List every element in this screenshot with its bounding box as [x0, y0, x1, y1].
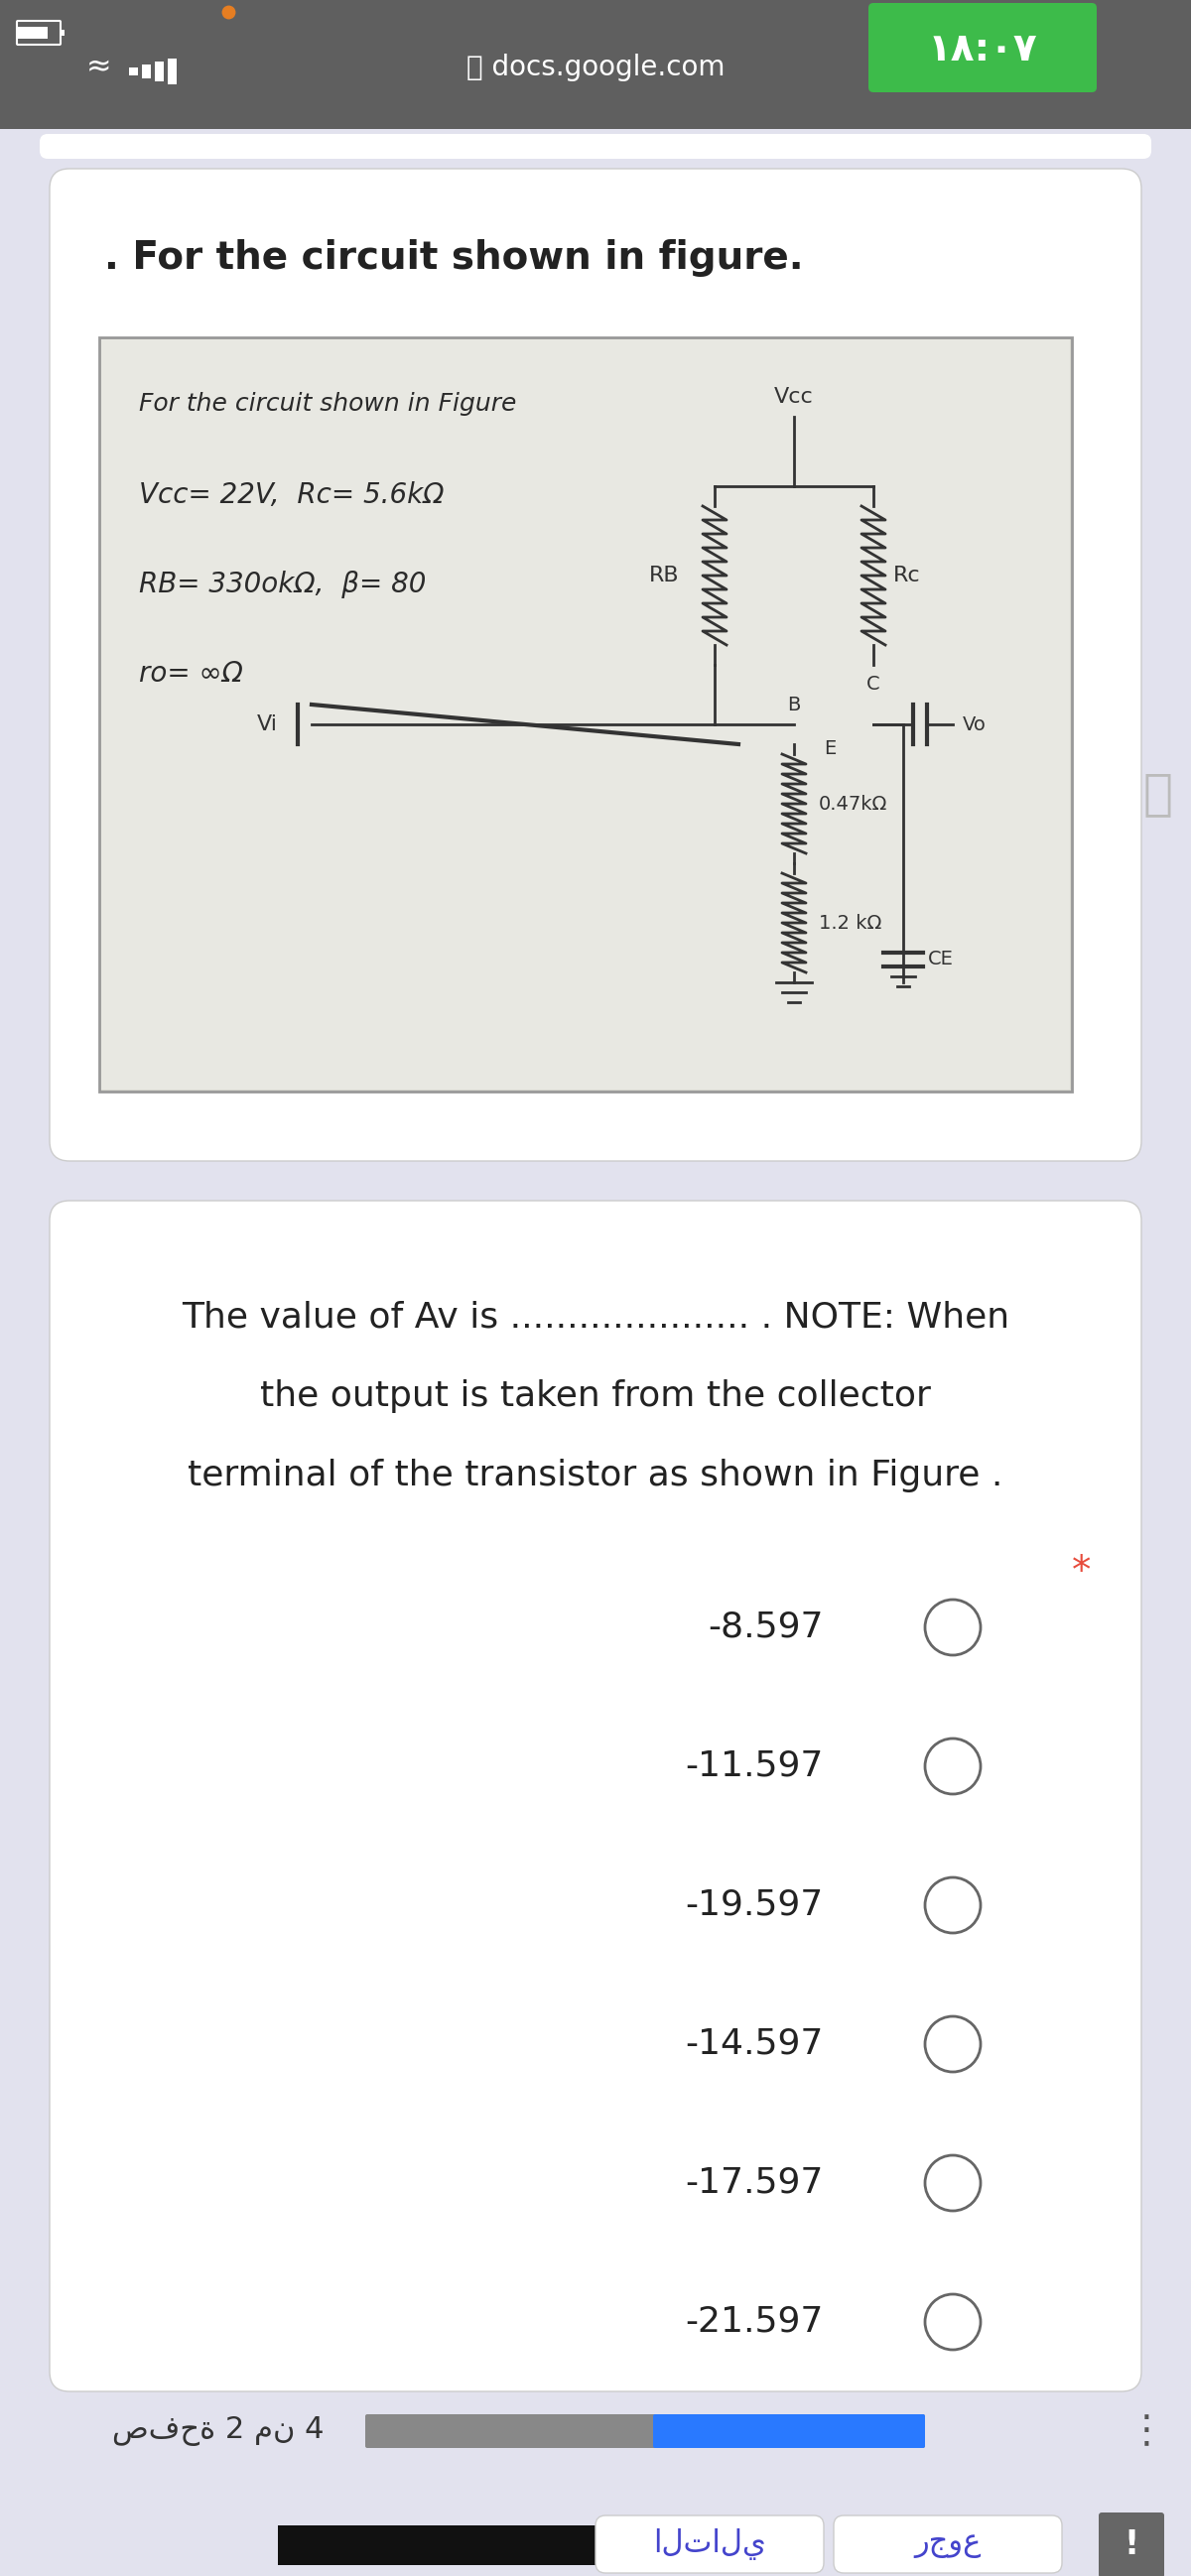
Text: E: E — [824, 739, 836, 757]
Text: صفحة 2 من 4: صفحة 2 من 4 — [112, 2416, 324, 2447]
Bar — [155, 62, 164, 82]
Text: ١٨:٠٧: ١٨:٠٧ — [928, 31, 1037, 70]
Text: -11.597: -11.597 — [686, 1749, 824, 1783]
Text: 1.2 kΩ: 1.2 kΩ — [819, 914, 881, 933]
Circle shape — [925, 2156, 980, 2210]
FancyBboxPatch shape — [1099, 2512, 1165, 2576]
Text: -19.597: -19.597 — [686, 1888, 824, 1922]
Text: the output is taken from the collector: the output is taken from the collector — [260, 1378, 931, 1414]
Text: Vi: Vi — [257, 714, 278, 734]
Bar — [18, 26, 48, 39]
Text: -8.597: -8.597 — [709, 1610, 824, 1643]
FancyBboxPatch shape — [366, 2414, 925, 2447]
Text: The value of Av is ..................... . NOTE: When: The value of Av is .....................… — [181, 1301, 1010, 1334]
Text: ro= ∞Ω: ro= ∞Ω — [139, 659, 243, 688]
Text: Vcc= 22V,  Rc= 5.6kΩ: Vcc= 22V, Rc= 5.6kΩ — [139, 482, 444, 510]
Text: *: * — [1072, 1553, 1091, 1589]
Text: !: ! — [1124, 2530, 1139, 2561]
FancyBboxPatch shape — [868, 3, 1097, 93]
Text: ⋮: ⋮ — [1127, 2411, 1166, 2450]
Text: التالي: التالي — [653, 2530, 766, 2561]
Bar — [0, 2512, 1191, 2576]
Circle shape — [925, 2017, 980, 2071]
Circle shape — [925, 2295, 980, 2349]
FancyBboxPatch shape — [653, 2414, 925, 2447]
Bar — [99, 337, 1072, 1092]
FancyBboxPatch shape — [50, 167, 1141, 1162]
Bar — [99, 337, 1072, 1092]
Text: -17.597: -17.597 — [686, 2166, 824, 2200]
Text: -14.597: -14.597 — [686, 2027, 824, 2061]
FancyBboxPatch shape — [39, 134, 1152, 160]
Text: 🔒 docs.google.com: 🔒 docs.google.com — [466, 54, 725, 82]
Bar — [101, 340, 1070, 1090]
Text: terminal of the transistor as shown in Figure .: terminal of the transistor as shown in F… — [188, 1458, 1003, 1492]
Text: 0.47kΩ: 0.47kΩ — [819, 793, 887, 814]
Text: CE: CE — [928, 951, 954, 969]
Bar — [278, 2524, 715, 2566]
Text: 〈: 〈 — [1143, 770, 1173, 817]
Bar — [168, 59, 176, 85]
FancyBboxPatch shape — [834, 2517, 1062, 2573]
Bar — [142, 64, 151, 77]
Text: . For the circuit shown in figure.: . For the circuit shown in figure. — [105, 240, 804, 276]
Bar — [129, 67, 138, 75]
Text: For the circuit shown in Figure: For the circuit shown in Figure — [139, 392, 517, 415]
Text: Vo: Vo — [962, 716, 986, 734]
Text: Rc: Rc — [893, 567, 921, 585]
Text: Vcc: Vcc — [774, 386, 813, 407]
Bar — [0, 0, 1191, 129]
Circle shape — [925, 1600, 980, 1656]
Text: C: C — [867, 675, 880, 693]
Text: RB= 330okΩ,  β= 80: RB= 330okΩ, β= 80 — [139, 569, 426, 598]
FancyBboxPatch shape — [596, 2517, 824, 2573]
Bar — [60, 31, 64, 36]
Text: RB: RB — [649, 567, 680, 585]
Circle shape — [925, 1878, 980, 1932]
Circle shape — [925, 1739, 980, 1793]
Text: -21.597: -21.597 — [686, 2306, 824, 2339]
FancyBboxPatch shape — [50, 1200, 1141, 2391]
Text: ≈: ≈ — [87, 54, 112, 82]
FancyBboxPatch shape — [17, 21, 61, 44]
Text: رجوع: رجوع — [915, 2530, 981, 2558]
Text: B: B — [787, 696, 800, 714]
